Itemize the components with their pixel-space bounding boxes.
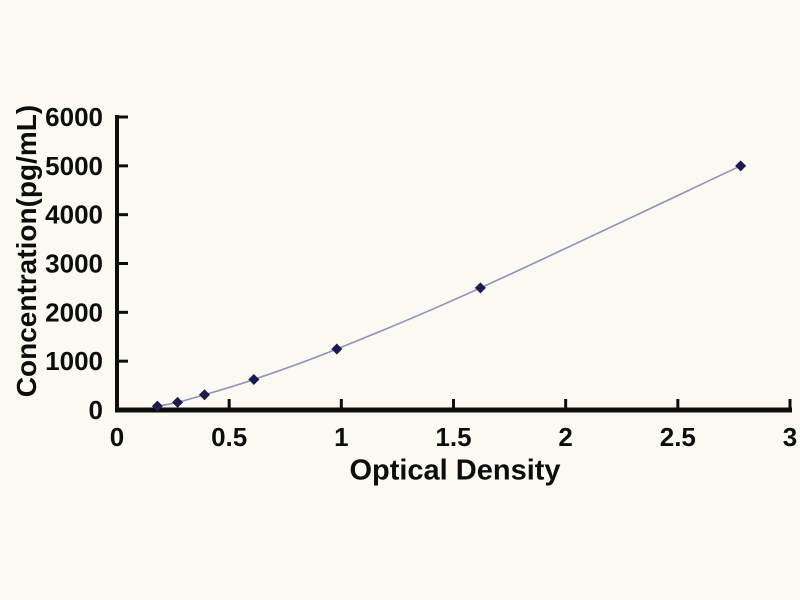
data-point-marker — [248, 373, 260, 385]
data-point-marker — [172, 396, 184, 408]
x-tick-label: 3 — [783, 422, 797, 452]
x-tick-label: 1 — [334, 422, 348, 452]
y-tick-label: 1000 — [45, 346, 103, 376]
x-tick-label: 2 — [558, 422, 572, 452]
data-point-marker — [151, 400, 163, 412]
y-tick-label: 0 — [89, 395, 103, 425]
y-tick-label: 6000 — [45, 102, 103, 132]
data-point-marker — [474, 282, 486, 294]
data-point-marker — [735, 160, 747, 172]
y-tick-label: 3000 — [45, 249, 103, 279]
y-axis-title: Concentration(pg/mL) — [11, 104, 42, 398]
x-tick-label: 0.5 — [211, 422, 247, 452]
standard-curve-line — [157, 165, 741, 407]
y-tick-label: 5000 — [45, 151, 103, 181]
x-tick-label: 0 — [110, 422, 124, 452]
y-tick-label: 2000 — [45, 297, 103, 327]
x-tick-label: 1.5 — [435, 422, 471, 452]
x-axis-title: Optical Density — [349, 454, 561, 487]
data-point-marker — [198, 389, 210, 401]
y-tick-label: 4000 — [45, 200, 103, 230]
x-tick-label: 2.5 — [660, 422, 696, 452]
data-point-marker — [331, 343, 343, 355]
